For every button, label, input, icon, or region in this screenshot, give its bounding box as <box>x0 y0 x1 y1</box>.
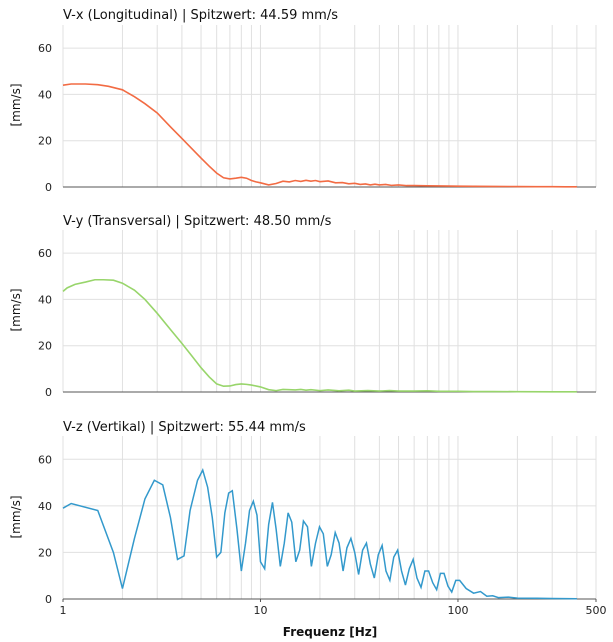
y-axis-label: [mm/s] <box>9 288 23 331</box>
x-tick-labels: 1 10 100 500 <box>60 599 607 617</box>
y-tick-label: 60 <box>38 42 52 55</box>
series-line <box>62 278 577 393</box>
y-axis-label: [mm/s] <box>9 495 23 538</box>
y-tick-labels: 0 20 40 60 <box>38 42 52 194</box>
grid <box>62 25 597 188</box>
grid <box>62 436 597 600</box>
subplot-vx: V-x (Longitudinal) | Spitzwert: 44.59 mm… <box>9 8 597 194</box>
y-tick-label: 40 <box>38 88 52 101</box>
y-tick-label: 60 <box>38 247 52 260</box>
y-tick-label: 40 <box>38 293 52 306</box>
y-tick-label: 20 <box>38 340 52 353</box>
y-tick-label: 0 <box>45 386 52 399</box>
y-tick-label: 20 <box>38 135 52 148</box>
y-tick-labels: 0 20 40 60 <box>38 247 52 399</box>
subplot-vy: V-y (Transversal) | Spitzwert: 48.50 mm/… <box>9 214 597 399</box>
y-tick-label: 20 <box>38 546 52 559</box>
x-tick-label: 100 <box>447 604 468 617</box>
x-axis-label: Frequenz [Hz] <box>283 625 377 639</box>
subplot-title: V-z (Vertikal) | Spitzwert: 55.44 mm/s <box>63 420 306 435</box>
x-tick-label: 10 <box>253 604 267 617</box>
y-tick-labels: 0 20 40 60 <box>38 453 52 606</box>
y-axis-label: [mm/s] <box>9 83 23 126</box>
series-line <box>62 467 577 600</box>
x-tick-label: 1 <box>60 604 67 617</box>
y-tick-label: 40 <box>38 500 52 513</box>
grid <box>62 230 597 393</box>
subplot-vz: V-z (Vertikal) | Spitzwert: 55.44 mm/s 0… <box>9 420 607 617</box>
y-tick-label: 0 <box>45 181 52 194</box>
series-line <box>62 83 577 188</box>
subplot-title: V-x (Longitudinal) | Spitzwert: 44.59 mm… <box>63 8 338 23</box>
y-tick-label: 60 <box>38 453 52 466</box>
subplot-title: V-y (Transversal) | Spitzwert: 48.50 mm/… <box>63 214 332 229</box>
y-tick-label: 0 <box>45 593 52 606</box>
x-tick-label: 500 <box>586 604 607 617</box>
